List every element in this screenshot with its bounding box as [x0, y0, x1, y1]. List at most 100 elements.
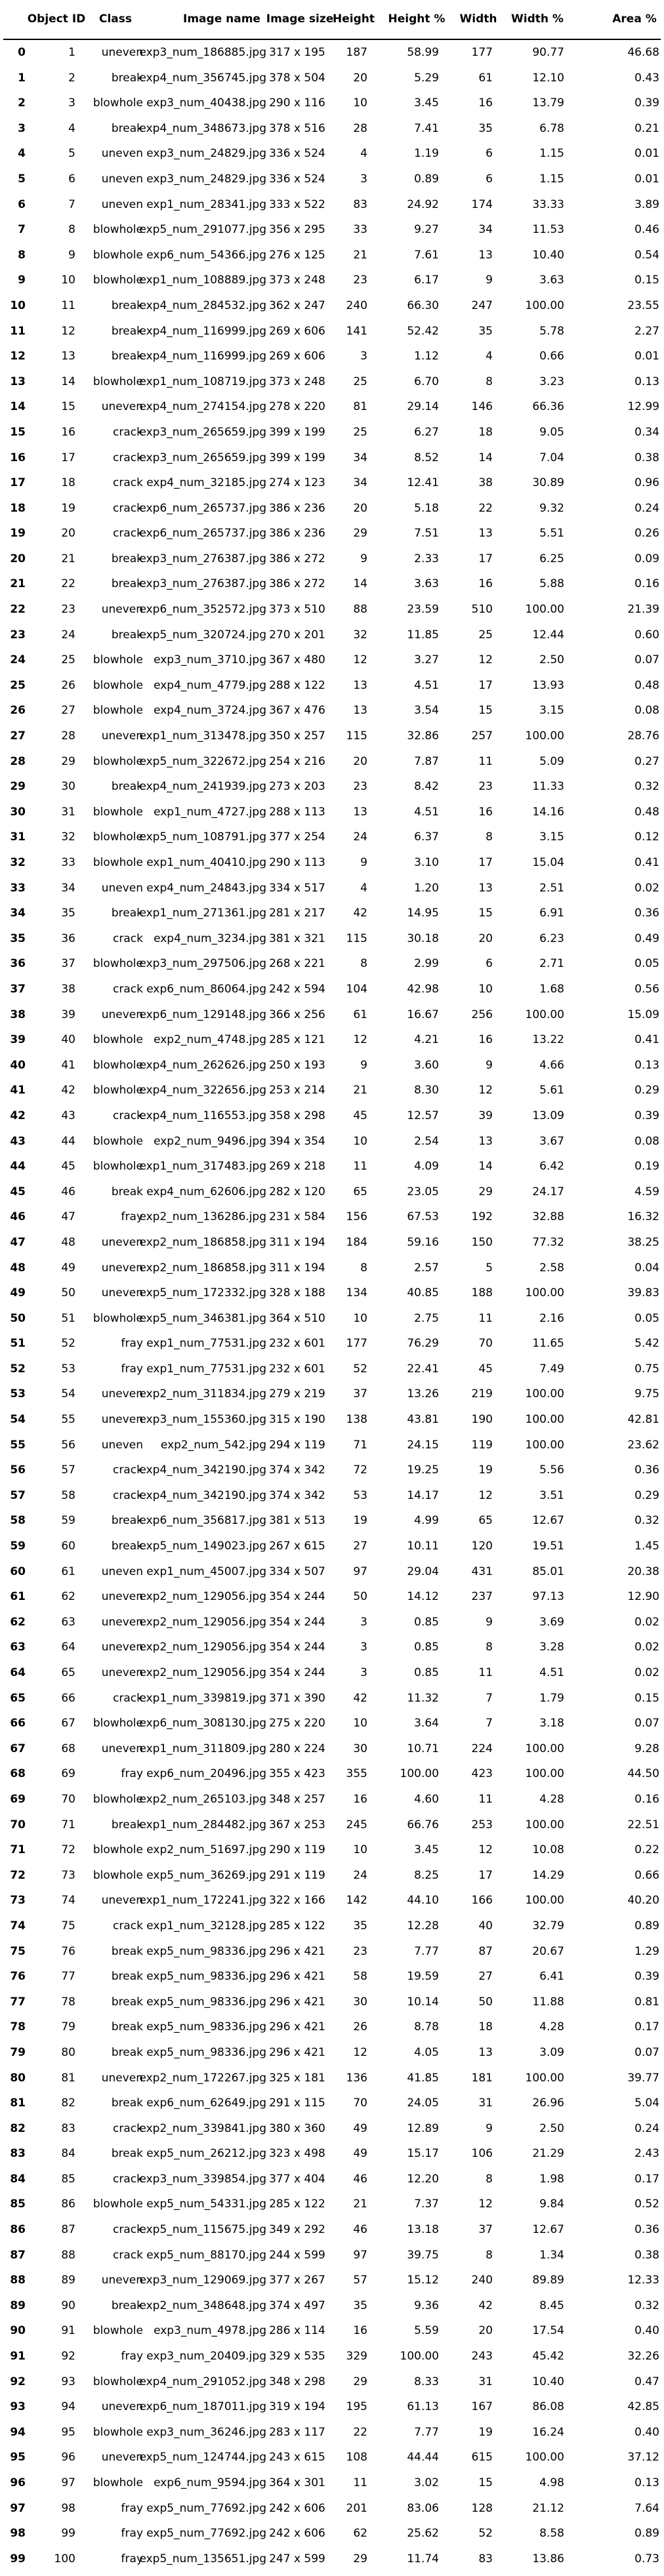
cell-height: 45 — [353, 1109, 367, 1122]
cell-image-size: 348 x 257 — [269, 1792, 325, 1806]
column-header-image-name: Image name — [183, 12, 260, 26]
cell-image-size: 282 x 120 — [269, 1185, 325, 1198]
cell-image-size: 381 x 321 — [269, 931, 325, 945]
table-row: 3 4 break exp4_num_348673.jpg 378 x 516 28 7.4… — [3, 115, 661, 142]
cell-height-pct: 25.62 — [407, 2527, 439, 2541]
cell-height: 22 — [353, 2425, 367, 2439]
cell-object-id: 51 — [61, 1311, 75, 1325]
cell-height: 21 — [353, 2198, 367, 2211]
cell-image-name: exp6_num_62649.jpg — [146, 2096, 266, 2110]
cell-width-pct: 100.00 — [525, 1387, 564, 1401]
cell-row-index: 49 — [10, 1286, 26, 1300]
cell-area-pct: 0.17 — [634, 2020, 659, 2034]
cell-area-pct: 0.13 — [634, 1058, 659, 1072]
cell-height: 62 — [353, 2527, 367, 2541]
cell-object-id: 67 — [61, 1717, 75, 1730]
cell-width: 146 — [471, 400, 493, 414]
table-row: 79 80 break exp5_num_98336.jpg 296 x 421 12 4.… — [3, 2039, 661, 2066]
cell-area-pct: 0.96 — [634, 476, 659, 490]
table-row: 25 26 blowhole exp4_num_4779.jpg 288 x 122 13… — [3, 672, 661, 699]
cell-object-id: 98 — [61, 2501, 75, 2515]
cell-row-index: 97 — [10, 2501, 26, 2515]
cell-height-pct: 8.42 — [414, 780, 439, 794]
cell-area-pct: 0.32 — [634, 2299, 659, 2312]
cell-image-size: 294 x 119 — [269, 1438, 325, 1452]
cell-image-name: exp3_num_276387.jpg — [139, 577, 266, 591]
cell-area-pct: 0.89 — [634, 1919, 659, 1932]
cell-width-pct: 100.00 — [525, 1742, 564, 1755]
cell-height-pct: 61.13 — [407, 2400, 439, 2414]
cell-height: 10 — [353, 1134, 367, 1148]
results-table: Object ID Class Image name Image size He… — [3, 3, 661, 2572]
cell-image-size: 381 x 513 — [269, 1514, 325, 1528]
cell-row-index: 73 — [10, 1894, 26, 1908]
cell-object-id: 24 — [61, 628, 75, 642]
cell-area-pct: 32.26 — [627, 2350, 659, 2363]
cell-object-id: 94 — [61, 2400, 75, 2414]
cell-class: blowhole — [93, 223, 143, 237]
cell-area-pct: 39.83 — [627, 1286, 659, 1300]
cell-row-index: 58 — [10, 1514, 26, 1528]
table-row: 36 37 blowhole exp3_num_297506.jpg 268 x 221… — [3, 951, 661, 977]
cell-area-pct: 37.12 — [627, 2451, 659, 2464]
cell-image-name: exp4_num_274154.jpg — [139, 400, 266, 414]
cell-width-pct: 12.44 — [532, 628, 564, 642]
cell-area-pct: 2.43 — [634, 2147, 659, 2161]
cell-area-pct: 0.15 — [634, 1691, 659, 1705]
cell-height: 30 — [353, 1995, 367, 2009]
cell-width: 167 — [471, 2400, 493, 2414]
cell-width: 177 — [471, 46, 493, 59]
cell-width: 257 — [471, 729, 493, 743]
cell-width: 253 — [471, 1818, 493, 1831]
cell-row-index: 89 — [10, 2299, 26, 2312]
cell-object-id: 38 — [61, 982, 75, 996]
cell-row-index: 71 — [10, 1843, 26, 1857]
cell-height-pct: 1.12 — [414, 350, 439, 363]
cell-width: 120 — [471, 1540, 493, 1553]
cell-width: 13 — [478, 1134, 493, 1148]
cell-image-size: 358 x 298 — [269, 1109, 325, 1122]
cell-class: uneven — [101, 1742, 143, 1755]
cell-image-size: 281 x 217 — [269, 907, 325, 920]
cell-image-name: exp4_num_262626.jpg — [139, 1058, 266, 1072]
cell-width-pct: 100.00 — [525, 298, 564, 312]
cell-class: uneven — [101, 1413, 143, 1427]
table-row: 91 92 fray exp3_num_20409.jpg 329 x 535 329 10… — [3, 2344, 661, 2369]
cell-object-id: 33 — [61, 856, 75, 869]
cell-class: break — [111, 1944, 143, 1958]
cell-width: 188 — [471, 1286, 493, 1300]
cell-height-pct: 5.59 — [414, 2324, 439, 2338]
cell-row-index: 80 — [10, 2071, 26, 2085]
cell-height: 37 — [353, 1387, 367, 1401]
cell-object-id: 7 — [68, 197, 75, 211]
cell-height: 10 — [353, 1717, 367, 1730]
cell-height: 14 — [353, 577, 367, 591]
cell-width-pct: 15.04 — [532, 856, 564, 869]
cell-image-size: 247 x 599 — [269, 2552, 325, 2566]
cell-height-pct: 12.57 — [407, 1109, 439, 1122]
cell-area-pct: 0.43 — [634, 71, 659, 85]
cell-image-size: 273 x 203 — [269, 780, 325, 794]
table-row: 16 17 crack exp3_num_265659.jpg 399 x 199 34 8… — [3, 445, 661, 471]
cell-area-pct: 22.51 — [627, 1818, 659, 1831]
cell-image-name: exp6_num_308130.jpg — [139, 1717, 266, 1730]
table-row: 15 16 crack exp3_num_265659.jpg 399 x 199 25 6… — [3, 419, 661, 445]
cell-image-name: exp2_num_136286.jpg — [139, 1210, 266, 1224]
cell-class: blowhole — [93, 1033, 143, 1047]
cell-area-pct: 0.89 — [634, 2527, 659, 2541]
cell-image-name: exp4_num_322656.jpg — [139, 1084, 266, 1097]
cell-width-pct: 45.42 — [532, 2350, 564, 2363]
cell-image-size: 364 x 301 — [269, 2476, 325, 2489]
cell-height: 88 — [353, 603, 367, 617]
cell-image-size: 296 x 421 — [269, 1970, 325, 1984]
cell-height-pct: 29.14 — [407, 400, 439, 414]
cell-width-pct: 8.45 — [539, 2299, 564, 2312]
cell-area-pct: 0.54 — [634, 248, 659, 262]
cell-height: 25 — [353, 375, 367, 388]
column-header-height-pct: Height % — [388, 12, 446, 26]
cell-height-pct: 4.51 — [414, 678, 439, 692]
cell-height: 29 — [353, 527, 367, 541]
cell-height-pct: 3.54 — [414, 704, 439, 718]
table-row: 80 81 uneven exp2_num_172267.jpg 325 x 181 13… — [3, 2066, 661, 2091]
cell-image-size: 386 x 272 — [269, 552, 325, 565]
